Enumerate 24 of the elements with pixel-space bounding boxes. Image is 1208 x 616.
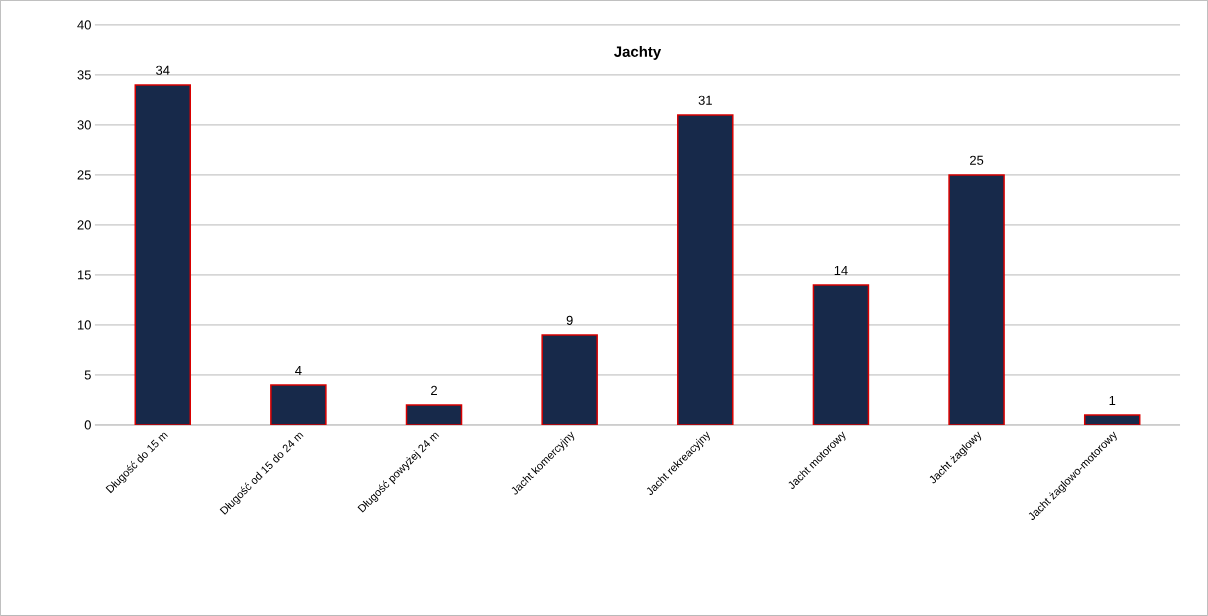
data-label: 25 (970, 155, 984, 165)
data-label: 9 (566, 315, 573, 325)
data-label: 2 (431, 385, 437, 395)
y-tick-label: 10 (77, 320, 91, 330)
y-tick-label: 5 (84, 370, 91, 380)
bar (948, 174, 1005, 426)
bar (812, 284, 870, 426)
y-tick-label: 25 (77, 170, 91, 180)
text: Jachty (614, 46, 662, 60)
data-label: 1 (1109, 396, 1116, 405)
data-label: 14 (834, 266, 848, 275)
y-tick-label: 15 (77, 270, 91, 280)
y-tick-label: 35 (77, 70, 91, 80)
y-tick-label: 0 (84, 420, 91, 430)
y-tick-label: 20 (77, 220, 91, 230)
y-tick-label: 30 (77, 120, 91, 130)
bar (134, 84, 191, 426)
data-label: 34 (156, 65, 170, 75)
bar (541, 334, 598, 426)
y-tick-label: 40 (77, 20, 91, 30)
bar (677, 114, 734, 426)
bar (270, 384, 327, 426)
data-label: 4 (295, 366, 302, 375)
data-label: 31 (698, 95, 712, 105)
